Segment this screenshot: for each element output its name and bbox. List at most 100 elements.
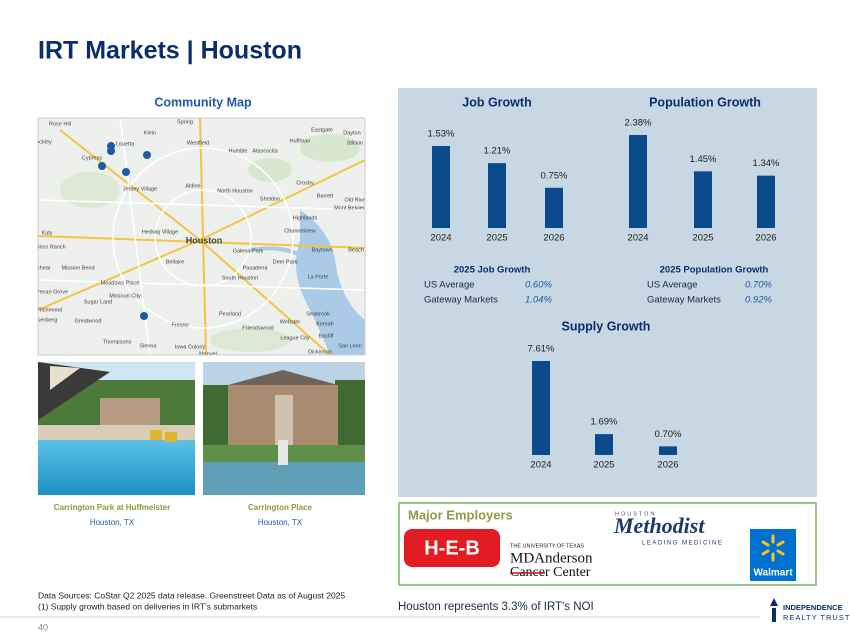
bar [488, 163, 506, 228]
map-label: Old River [345, 197, 368, 203]
heb-text: H-E-B [424, 537, 480, 559]
map-label: Thompsons [103, 339, 132, 345]
map-label: Stilson [347, 140, 364, 146]
mda-top: THE UNIVERSITY OF TEXAS [510, 543, 584, 549]
property-name: Carrington Place [248, 503, 313, 512]
value-label: 1.69% [591, 417, 618, 428]
value-label: 1.21% [484, 146, 511, 157]
map-label: Iowa Colony [175, 344, 206, 350]
stat-value: 0.60% [525, 280, 552, 291]
map-label: Pecan Grove [36, 289, 68, 295]
map-label: Houston [186, 235, 223, 245]
map-label: Klein [144, 130, 156, 136]
map-label: Baytown [311, 247, 332, 253]
map-label: Bacliff [319, 333, 334, 339]
stats-panel [398, 88, 817, 497]
value-label: 7.61% [528, 344, 555, 355]
stat-value: 0.92% [745, 295, 772, 306]
category-label: 2026 [657, 460, 678, 471]
map-label: Sheldon [260, 196, 280, 202]
mda-sub: Cancer Center [510, 565, 591, 580]
map-label: Webster [280, 319, 301, 325]
map-label: Missouri City [109, 293, 141, 299]
stat-value: 1.04% [525, 295, 552, 306]
map-label: Kemah [316, 321, 333, 327]
map-label: Greatwood [75, 318, 102, 324]
walmart-spark [761, 534, 785, 562]
category-label: 2026 [755, 233, 776, 244]
footnote: (1) Supply growth based on deliveries in… [38, 601, 257, 611]
map-label: Richmond [38, 307, 63, 313]
map-label: Seabrook [306, 311, 330, 317]
heb-logo [404, 529, 500, 567]
map-label: Hockley [32, 139, 52, 145]
category-label: 2026 [543, 233, 564, 244]
map-label: Dayton [343, 130, 360, 136]
slide-title: IRT Markets | Houston [38, 37, 302, 65]
stat-value: 0.70% [745, 280, 772, 291]
map-label: Manvel [199, 351, 217, 357]
chart-title: Population Growth [649, 95, 761, 109]
chart-title: Job Growth [462, 95, 531, 109]
value-label: 2.38% [625, 118, 652, 129]
map-label: Humble [229, 148, 248, 154]
map-label: Aldine [185, 183, 200, 189]
bar [629, 135, 647, 228]
map-label: Katy [41, 230, 52, 236]
bar [694, 171, 712, 228]
methodist-sub: LEADING MEDICINE [642, 541, 723, 547]
page-number: 40 [38, 622, 48, 632]
photo-left [38, 362, 195, 495]
logo-text: INDEPENDENCE [783, 603, 843, 612]
map-label: Beach [348, 247, 364, 253]
mda-name: MDAnderson [510, 550, 593, 566]
map-label: Crosby [296, 180, 314, 186]
bar [659, 446, 677, 455]
value-label: 1.34% [753, 158, 780, 169]
map-label: La Porte [308, 274, 329, 280]
category-label: 2025 [593, 460, 614, 471]
map-label: South Houston [222, 275, 258, 281]
stat-label: US Average [424, 280, 475, 291]
map-label: Rose Hill [49, 121, 71, 127]
value-label: 0.75% [541, 170, 568, 181]
map-label: Hedwig Village [142, 229, 178, 235]
map-label: Atascocita [252, 148, 278, 154]
logo-text: REALTY TRUST [783, 613, 850, 622]
methodist-name: Methodist [613, 513, 705, 538]
map-label: Sienna [139, 343, 157, 349]
map-label: Galena Park [233, 248, 264, 254]
bar [532, 361, 550, 455]
map-label: Jersey Village [123, 186, 157, 192]
footnote: Data Sources: CoStar Q2 2025 data releas… [38, 590, 345, 600]
map-label: Eastgate [311, 127, 333, 133]
employers-title: Major Employers [408, 507, 513, 522]
map-label: Meadows Place [101, 280, 140, 286]
map-label: Highlands [293, 215, 318, 221]
category-label: 2025 [486, 233, 507, 244]
noi-note: Houston represents 3.3% of IRT's NOI [398, 601, 594, 613]
stat-title: 2025 Job Growth [454, 265, 531, 276]
map-label: Louetta [116, 141, 135, 147]
bar [432, 146, 450, 228]
map-label: San Leon [338, 343, 362, 349]
map-label: Mission Bend [61, 265, 94, 271]
stat-label: US Average [647, 280, 698, 291]
map-label: Sugar Land [84, 299, 112, 305]
category-label: 2024 [530, 460, 551, 471]
property-name: Carrington Park at Huffmeister [54, 503, 170, 512]
map-label: North Houston [217, 188, 252, 194]
map: Rose Hill Spring Klein Westfield Humble Atasc… [32, 118, 368, 357]
map-label: Pearland [219, 311, 241, 317]
map-label: Westfield [187, 140, 210, 146]
walmart-text: Walmart [753, 568, 793, 579]
chart-title: Supply Growth [562, 319, 651, 333]
map-label: Bellaire [166, 259, 184, 265]
methodist-top: HOUSTON [615, 511, 656, 517]
value-label: 1.53% [428, 129, 455, 140]
map-label: Fresno [171, 322, 188, 328]
map-label: Barrett [317, 193, 334, 199]
map-label: Friendswood [242, 325, 274, 331]
map-frame [37, 117, 366, 356]
